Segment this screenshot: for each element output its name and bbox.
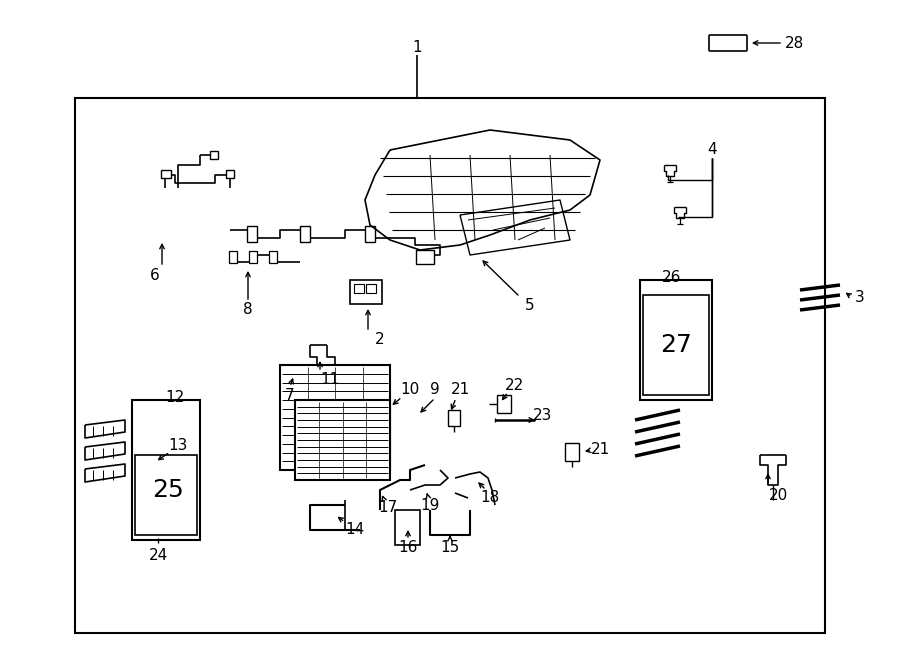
Bar (161, 170, 171, 178)
Text: 20: 20 (769, 488, 788, 502)
Text: 17: 17 (378, 500, 398, 516)
Bar (350, 280, 382, 304)
Bar (416, 250, 434, 264)
Text: 22: 22 (506, 377, 525, 393)
Text: 24: 24 (148, 547, 167, 563)
Text: 3: 3 (855, 290, 865, 305)
Bar (640, 280, 712, 400)
Text: 4: 4 (707, 143, 716, 157)
Bar (395, 510, 420, 545)
Text: 10: 10 (400, 383, 419, 397)
Text: 15: 15 (440, 541, 460, 555)
Bar (249, 251, 257, 263)
Text: 19: 19 (420, 498, 440, 512)
Text: 8: 8 (243, 303, 253, 317)
Text: 18: 18 (481, 490, 500, 506)
Bar (295, 400, 390, 480)
Bar (565, 443, 579, 461)
Bar (269, 251, 277, 263)
Bar (135, 455, 197, 535)
Text: 26: 26 (662, 270, 681, 286)
Text: 16: 16 (399, 541, 418, 555)
Text: 21: 21 (450, 383, 470, 397)
Bar (247, 226, 257, 242)
Bar (300, 226, 310, 242)
Bar (497, 395, 511, 413)
Text: 6: 6 (150, 268, 160, 282)
Bar (365, 226, 375, 242)
Text: 7: 7 (285, 387, 295, 403)
Bar (75, 98, 825, 633)
Bar (226, 170, 234, 178)
Bar (448, 410, 460, 426)
Bar (229, 251, 237, 263)
Text: 25: 25 (152, 478, 184, 502)
Text: 9: 9 (430, 383, 440, 397)
Bar (132, 400, 200, 540)
Text: 13: 13 (168, 438, 188, 453)
Bar (643, 295, 709, 395)
Text: 28: 28 (786, 36, 805, 50)
Text: 27: 27 (660, 333, 692, 357)
Bar (366, 284, 376, 293)
Text: 11: 11 (320, 373, 339, 387)
Bar (354, 284, 364, 293)
Text: 12: 12 (166, 391, 184, 405)
FancyBboxPatch shape (709, 35, 747, 51)
Text: 2: 2 (375, 332, 385, 348)
Bar (280, 365, 390, 470)
Text: 1: 1 (412, 40, 422, 56)
Text: 5: 5 (526, 297, 535, 313)
Bar (210, 151, 218, 159)
Text: 21: 21 (590, 442, 609, 457)
Text: 23: 23 (534, 407, 553, 422)
Text: 14: 14 (346, 522, 365, 537)
